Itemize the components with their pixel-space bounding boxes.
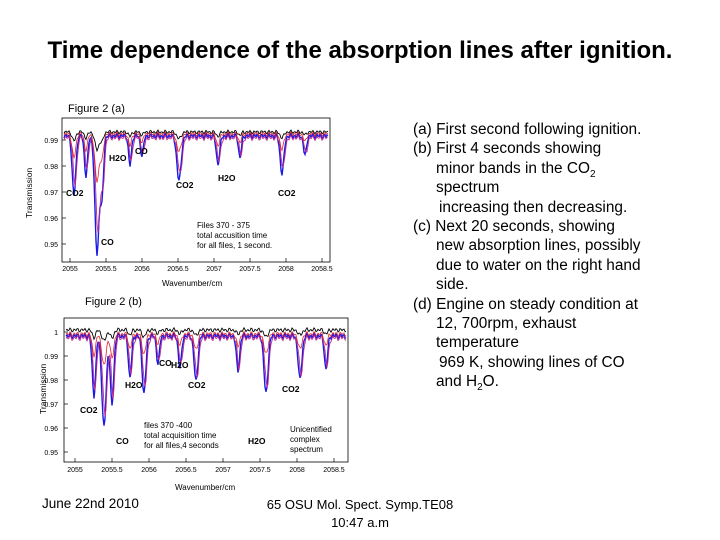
fig-a-ytick-label: 0.99	[44, 138, 58, 145]
fig-a-note-3: for all files, 1 second.	[197, 241, 272, 250]
bullet-d-line3: temperature	[436, 334, 519, 352]
bullet-c-line4: side.	[436, 276, 469, 294]
figure-b-frame	[63, 317, 349, 463]
footer-venue: 65 OSU Mol. Spect. Symp.TE08 10:47 a.m	[255, 496, 465, 532]
footer-venue-line1: 65 OSU Mol. Spect. Symp.TE08	[266, 497, 454, 512]
fig-a-trace-magenta	[63, 134, 329, 233]
figure-b: Figure 2 (b) Transmission 1 0.99 0.98 0.97 0…	[38, 294, 356, 494]
fig-a-xtick-label: 2058.5	[311, 266, 333, 273]
slide-title: Time dependence of the absorption lines …	[47, 37, 673, 64]
fig-b-label-h2o-3: H2O	[248, 436, 266, 446]
fig-b-xtick-label: 2056.5	[175, 467, 197, 474]
fig-a-label-co-1: CO	[135, 146, 148, 156]
fig-b-label-co-2: CO	[116, 436, 129, 446]
fig-a-xtick-label: 2057.5	[239, 266, 261, 273]
bullet-d-line1: (d) Engine on steady condition at	[413, 295, 639, 313]
fig-b-trace-magenta	[65, 334, 347, 417]
fig-a-ytick-label: 0.96	[44, 216, 58, 223]
fig-b-note-3: for all files,4 seconds	[144, 441, 219, 450]
fig-a-label-h2o-1: H2O	[109, 153, 127, 163]
bullet-d-line5: and H2O.	[436, 373, 499, 394]
footer-venue-line2: 10:47 a.m	[331, 515, 389, 530]
bullet-b-line2: minor bands in the CO2	[436, 159, 596, 180]
fig-a-xtick-label: 2058	[278, 266, 294, 273]
fig-b-note2-2: complex	[290, 435, 320, 444]
fig-a-note-2: total accusition time	[197, 231, 268, 240]
bullet-list: (a) First second following ignition. (b)…	[413, 120, 713, 394]
fig-a-label-co2-2: CO2	[176, 180, 194, 190]
fig-b-label-h2o-2: H2O	[125, 380, 143, 390]
fig-b-label-co2-1: CO2	[188, 380, 206, 390]
fig-a-xtick-label: 2055.5	[95, 266, 117, 273]
bullet-c-line3: due to water on the right hand	[436, 256, 641, 274]
fig-b-xtick-label: 2057	[215, 467, 231, 474]
fig-a-trace-red	[63, 130, 329, 183]
figure-b-xlabel: Wavenumber/cm	[175, 483, 236, 492]
fig-b-label-h2o-1: H2O	[171, 360, 189, 370]
bullet-d-line4: 969 K, showing lines of CO	[439, 353, 625, 371]
fig-b-label-co-1: CO	[159, 358, 172, 368]
bullet-c-line1: (c) Next 20 seconds, showing	[413, 218, 615, 236]
fig-a-ytick-label: 0.95	[44, 242, 58, 249]
fig-a-label-co2-1: CO2	[66, 188, 84, 198]
fig-b-xtick-label: 2058.5	[323, 467, 345, 474]
fig-a-note-1: Files 370 - 375	[197, 221, 250, 230]
fig-a-label-h2o-2: H2O	[218, 173, 236, 183]
fig-b-xtick-label: 2055.5	[101, 467, 123, 474]
figure-a-plot: Figure 2 (a) Transmission 0.99 0.98 0.97 0.…	[24, 103, 333, 288]
fig-b-xtick-label: 2055	[67, 467, 83, 474]
fig-b-note-1: files 370 -400	[144, 421, 193, 430]
figure-a-ylabel: Transmission	[24, 168, 34, 218]
fig-b-ytick-label: 1	[54, 330, 58, 337]
figure-a-frame	[61, 117, 331, 263]
fig-a-ytick-label: 0.98	[44, 164, 58, 171]
figure-b-plot: Figure 2 (b) Transmission 1 0.99 0.98 0.97 0…	[38, 296, 349, 492]
bullet-b-line3: spectrum	[436, 179, 500, 197]
bullet-c-line2: new absorption lines, possibly	[436, 237, 641, 255]
fig-b-xtick-label: 2056	[141, 467, 157, 474]
fig-a-ytick-label: 0.97	[44, 190, 58, 197]
fig-b-ytick-label: 0.99	[44, 354, 58, 361]
fig-a-xtick-label: 2055	[62, 266, 78, 273]
fig-a-trace-blue	[63, 131, 329, 256]
bullet-b-line4: increasing then decreasing.	[439, 198, 628, 216]
fig-b-xtick-label: 2057.5	[249, 467, 271, 474]
fig-b-label-co2-2: CO2	[80, 405, 98, 415]
fig-a-label-co2-3: CO2	[278, 188, 296, 198]
bullet-d-line2: 12, 700rpm, exhaust	[436, 315, 577, 333]
figure-a: Figure 2 (a) Transmission 0.99 0.98 0.97 0.…	[22, 100, 340, 292]
fig-b-xtick-label: 2058	[289, 467, 305, 474]
fig-b-ytick-label: 0.95	[44, 450, 58, 457]
bullet-a: (a) First second following ignition.	[413, 121, 642, 138]
fig-b-label-co2-3: CO2	[282, 384, 300, 394]
fig-a-label-co-2: CO	[101, 237, 114, 247]
figure-b-heading: Figure 2 (b)	[85, 296, 142, 308]
fig-a-trace-black	[63, 129, 329, 153]
fig-b-trace-blue	[65, 331, 347, 426]
fig-b-ytick-label: 0.97	[44, 402, 58, 409]
fig-a-xtick-label: 2056.5	[167, 266, 189, 273]
figure-a-xlabel: Wavenumber/cm	[162, 279, 223, 288]
fig-b-note-2: total acquisition time	[144, 431, 217, 440]
fig-b-note2-1: Unicentified	[290, 425, 332, 434]
fig-a-xtick-label: 2056	[134, 266, 150, 273]
fig-b-note2-3: spectrum	[290, 445, 323, 454]
figure-b-ylabel: Transmission	[38, 364, 48, 414]
figure-a-heading: Figure 2 (a)	[68, 103, 125, 115]
fig-b-ytick-label: 0.98	[44, 378, 58, 385]
bullet-b-line1: (b) First 4 seconds showing	[413, 140, 602, 158]
fig-b-trace-red	[65, 330, 347, 365]
fig-a-xtick-label: 2057	[206, 266, 222, 273]
footer-date: June 22nd 2010	[42, 496, 139, 511]
fig-b-trace-black	[65, 326, 347, 342]
fig-b-ytick-label: 0.96	[44, 426, 58, 433]
